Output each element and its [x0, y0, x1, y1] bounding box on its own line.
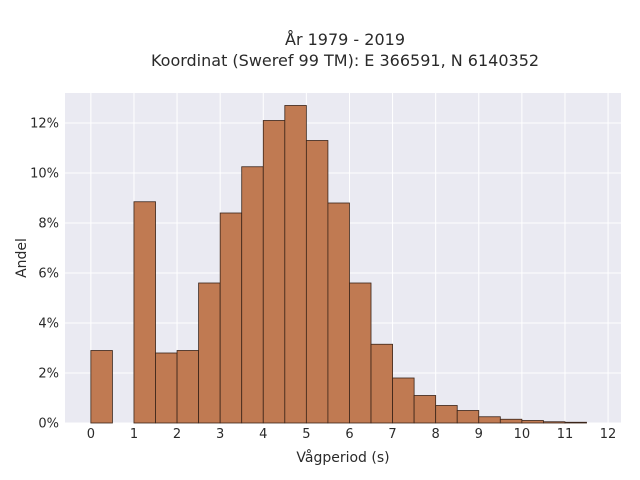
histogram-bar [241, 166, 264, 424]
x-tick-label: 5 [302, 427, 310, 442]
histogram-bar [392, 377, 415, 424]
x-tick-label: 12 [600, 427, 617, 442]
histogram-bar [435, 405, 458, 424]
y-tick-labels: 0% 2% 4% 6% 8% 10% 12% [30, 117, 59, 432]
y-tick-label: 12% [30, 117, 59, 132]
y-axis-label: Andel [14, 238, 30, 278]
histogram-bar [305, 140, 329, 424]
x-tick-label: 7 [388, 427, 396, 442]
y-tick-label: 0% [38, 417, 59, 432]
chart-title-line-2: Koordinat (Sweref 99 TM): E 366591, N 61… [151, 51, 539, 70]
x-tick-label: 6 [345, 427, 353, 442]
x-tick-label: 2 [173, 427, 181, 442]
bars [90, 105, 587, 424]
histogram-bar [327, 202, 350, 424]
x-tick-label: 1 [130, 427, 138, 442]
histogram-bar [262, 120, 286, 424]
x-tick-label: 4 [259, 427, 267, 442]
y-tick-label: 10% [30, 167, 59, 182]
histogram-bar [413, 395, 437, 424]
histogram-bar [543, 421, 566, 424]
histogram-bar [155, 352, 178, 424]
x-tick-label: 9 [475, 427, 483, 442]
histogram-bar [456, 410, 480, 424]
x-tick-label: 8 [432, 427, 440, 442]
histogram-bar [564, 421, 587, 424]
histogram-bar [176, 350, 200, 424]
histogram-bar [521, 420, 544, 424]
histogram-bar [133, 201, 156, 424]
histogram-bar [499, 418, 523, 424]
y-tick-label: 6% [38, 267, 59, 282]
histogram-bar [90, 350, 113, 424]
x-tick-label: 10 [514, 427, 531, 442]
x-tick-label: 11 [557, 427, 574, 442]
histogram-bar [198, 282, 221, 424]
x-tick-label: 0 [87, 427, 95, 442]
histogram-bar [284, 105, 307, 424]
x-tick-labels: 0 1 2 3 4 5 6 7 8 9 10 11 12 [87, 427, 617, 442]
x-axis-label: Vågperiod (s) [296, 449, 389, 466]
chart-title-line-1: År 1979 - 2019 [285, 30, 405, 49]
y-tick-label: 8% [38, 217, 59, 232]
histogram-bar [219, 212, 243, 424]
histogram-bar [349, 282, 372, 424]
y-tick-label: 4% [38, 317, 59, 332]
histogram-bar [370, 343, 393, 424]
histogram-bar [478, 416, 501, 424]
x-tick-label: 3 [216, 427, 224, 442]
y-tick-label: 2% [38, 367, 59, 382]
